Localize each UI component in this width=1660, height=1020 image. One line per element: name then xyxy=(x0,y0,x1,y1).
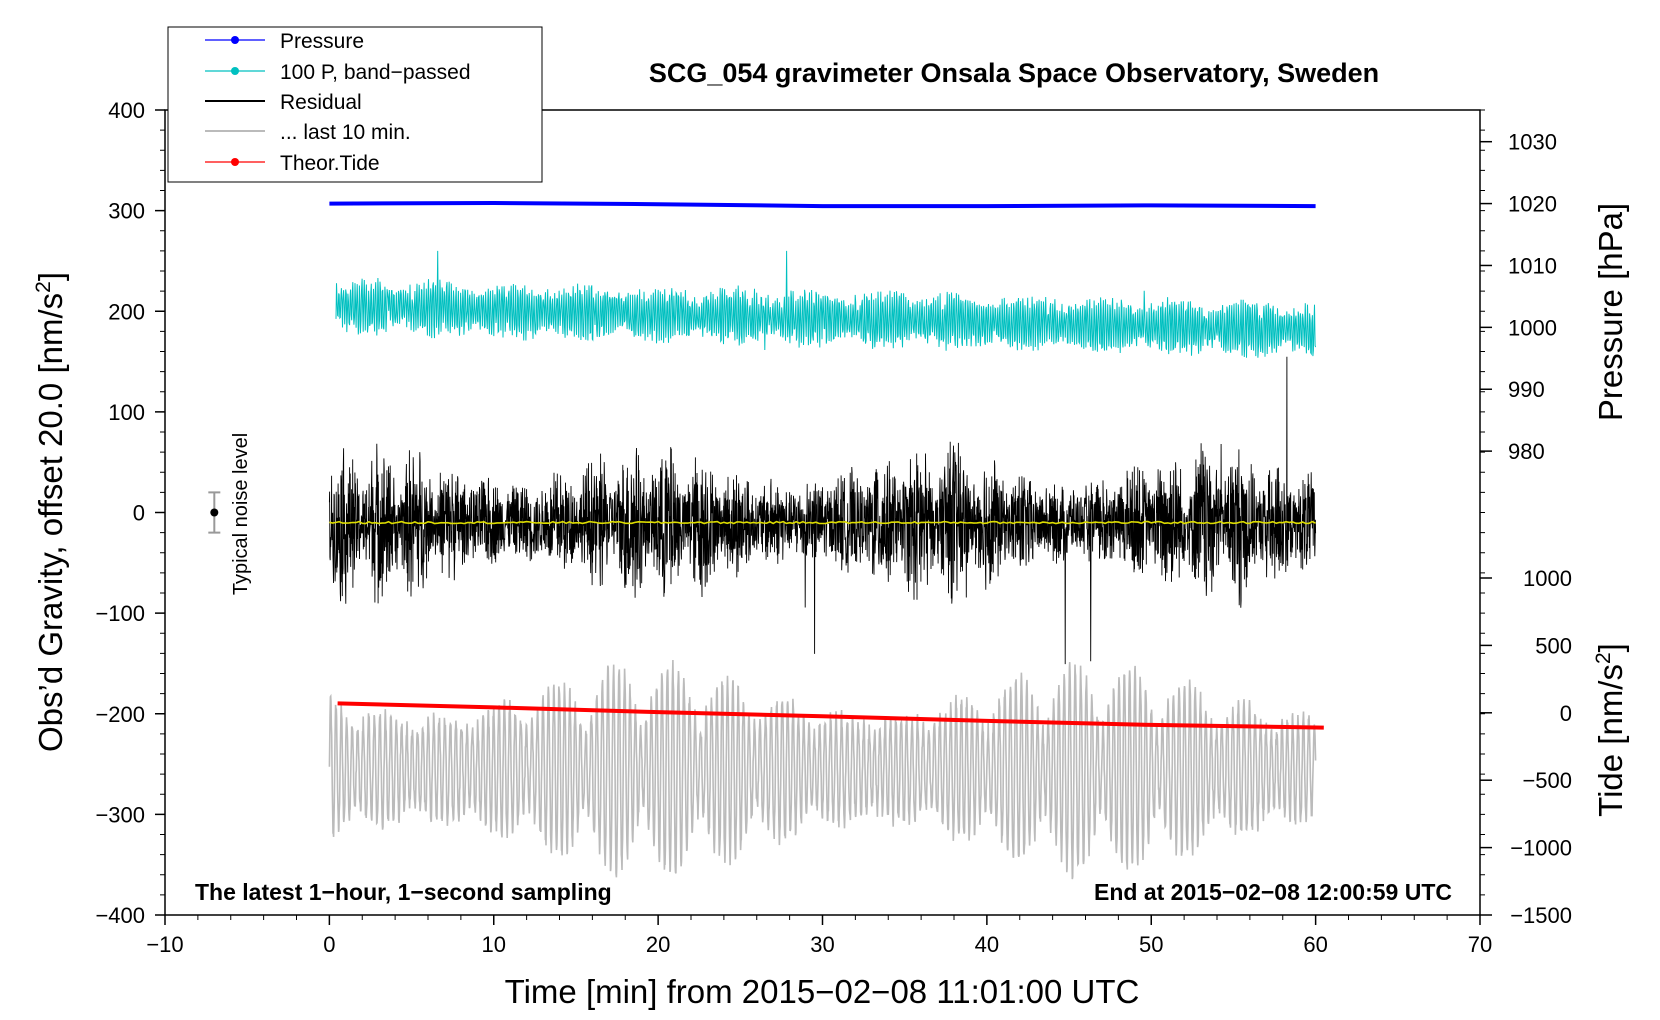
y-axis-label-left: Obs’d Gravity, offset 20.0 [nm/s2] xyxy=(32,272,69,752)
legend-label-tide: Theor.Tide xyxy=(280,152,380,175)
tide-tick-label: −1000 xyxy=(1510,836,1572,861)
series-theoretical-tide xyxy=(337,701,1324,730)
y-tick-label: −200 xyxy=(95,702,145,727)
tide-tick-label: 1000 xyxy=(1523,566,1572,591)
legend-marker-tide xyxy=(231,158,239,166)
y-tick-label: 100 xyxy=(108,400,145,425)
legend-box xyxy=(167,26,543,183)
chart-title: SCG_054 gravimeter Onsala Space Observat… xyxy=(649,58,1379,88)
x-axis-label: Time [min] from 2015−02−08 11:01:00 UTC xyxy=(505,973,1140,1010)
tide-tick-label: −500 xyxy=(1522,768,1572,793)
series-layer xyxy=(208,200,1324,880)
tide-tick-label: −1500 xyxy=(1510,903,1572,928)
tide-tick-label: 0 xyxy=(1560,701,1572,726)
y-tick-label: 0 xyxy=(133,501,145,526)
pressure-tick-label: 980 xyxy=(1508,439,1545,464)
pressure-tick-label: 1010 xyxy=(1508,253,1557,278)
x-tick-label: 10 xyxy=(482,932,506,957)
annotation-sampling: The latest 1−hour, 1−second sampling xyxy=(195,879,612,905)
x-tick-label: 70 xyxy=(1468,932,1492,957)
y-axis-label-pressure: Pressure [hPa] xyxy=(1592,203,1629,421)
annotation-end-time: End at 2015−02−08 12:00:59 UTC xyxy=(1094,879,1452,905)
series-bandpassed-pressure xyxy=(335,250,1317,358)
legend: Pressure 100 P, band−passed Residual ...… xyxy=(167,26,543,183)
x-tick-label: 30 xyxy=(810,932,834,957)
noise-level-label: Typical noise level xyxy=(230,433,252,595)
x-tick-label: 20 xyxy=(646,932,670,957)
y-tick-label: 400 xyxy=(108,98,145,123)
y-tick-label: 200 xyxy=(108,299,145,324)
ticks-layer: −10 0 10 20 30 40 50 60 70−400−300−200−100010020… xyxy=(95,98,1572,957)
y-axis-label-tide: Tide [nm/s2] xyxy=(1592,643,1629,817)
legend-label-residual: Residual xyxy=(280,91,362,114)
series-residual xyxy=(328,356,1317,665)
legend-marker-pressure xyxy=(231,36,239,44)
pressure-tick-label: 1000 xyxy=(1508,315,1557,340)
pressure-tick-label: 990 xyxy=(1508,377,1545,402)
noise-bar-point xyxy=(210,508,219,517)
x-tick-label: 40 xyxy=(975,932,999,957)
pressure-tick-label: 1030 xyxy=(1508,130,1557,155)
series-pressure xyxy=(329,200,1316,209)
x-tick-label: 0 xyxy=(323,932,335,957)
pressure-tick-label: 1020 xyxy=(1508,192,1557,217)
x-tick-label: 60 xyxy=(1303,932,1327,957)
tide-tick-label: 500 xyxy=(1535,633,1572,658)
x-tick-label: −10 xyxy=(146,932,183,957)
x-tick-label: 50 xyxy=(1139,932,1163,957)
y-tick-label: −400 xyxy=(95,903,145,928)
y-tick-label: 300 xyxy=(108,199,145,224)
y-tick-label: −100 xyxy=(95,601,145,626)
y-tick-label: −300 xyxy=(95,802,145,827)
legend-marker-bandpassed xyxy=(231,67,239,75)
legend-label-pressure: Pressure xyxy=(280,30,364,53)
legend-label-last10: ... last 10 min. xyxy=(280,121,411,144)
legend-label-bandpassed: 100 P, band−passed xyxy=(280,61,471,84)
series-running-mean xyxy=(329,520,1316,525)
